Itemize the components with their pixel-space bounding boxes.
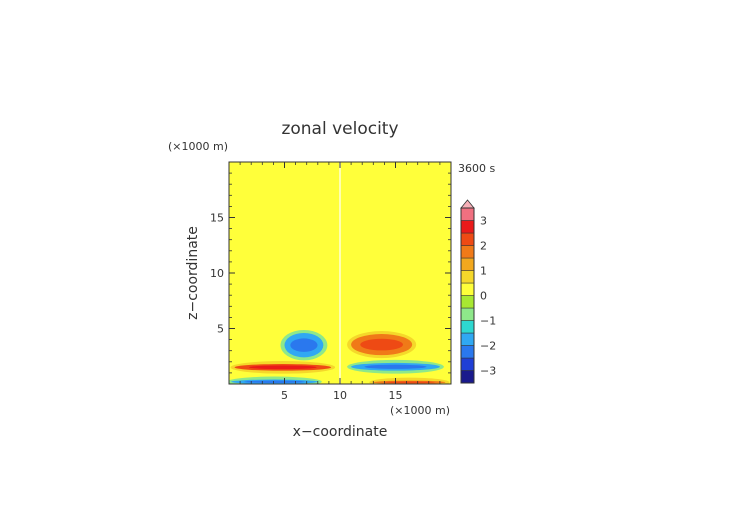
colorbar-cell (460, 345, 475, 359)
colorbar-cell (460, 232, 475, 246)
contour-core (290, 338, 318, 352)
contour-core (364, 364, 427, 369)
x-tick-label: 10 (333, 389, 347, 402)
y-tick-label: 15 (210, 212, 224, 225)
colorbar-tick-label: −3 (480, 365, 496, 378)
colorbar-cell (460, 220, 475, 234)
colorbar-frame (460, 207, 475, 384)
colorbar-tick-label: 2 (480, 240, 487, 253)
colorbar-cell (460, 282, 475, 296)
colorbar-cell (460, 357, 475, 371)
contour-core (244, 380, 305, 384)
colorbar-cell (460, 332, 475, 346)
x-axis-label: x−coordinate (293, 424, 388, 440)
colorbar-cell (460, 270, 475, 284)
y-unit-label: (×1000 m) (168, 140, 228, 153)
time-label: 3600 s (458, 162, 495, 175)
colorbar: −3 −2 −1 0 1 2 3 (460, 199, 496, 384)
x-tick-label: 5 (281, 389, 288, 402)
y-axis-label: z−coordinate (185, 226, 201, 320)
chart-title: zonal velocity (281, 119, 398, 139)
colorbar-cell (460, 257, 475, 271)
contour-core (360, 338, 403, 351)
colorbar-tick-label: 1 (480, 265, 487, 278)
colorbar-tick-label: −1 (480, 315, 496, 328)
colorbar-cell (460, 245, 475, 259)
colorbar-cell (460, 307, 475, 321)
colorbar-cell (460, 207, 475, 221)
colorbar-extend-arrow (460, 199, 475, 209)
colorbar-tick-label: 0 (480, 290, 487, 303)
contour-core (384, 381, 435, 384)
x-unit-label: (×1000 m) (390, 404, 450, 417)
y-tick-label: 5 (217, 323, 224, 336)
colorbar-cell (460, 295, 475, 309)
x-axis: 5 10 15 (239, 162, 441, 402)
y-axis: 5 10 15 (210, 172, 451, 374)
y-tick-label: 10 (210, 267, 224, 280)
colorbar-tick-label: −2 (480, 340, 496, 353)
colorbar-cell (460, 370, 475, 384)
colorbar-tick-label: 3 (480, 215, 487, 228)
contour-core (249, 365, 317, 370)
plot-area (229, 162, 451, 384)
x-tick-label: 15 (389, 389, 403, 402)
colorbar-cell (460, 320, 475, 334)
